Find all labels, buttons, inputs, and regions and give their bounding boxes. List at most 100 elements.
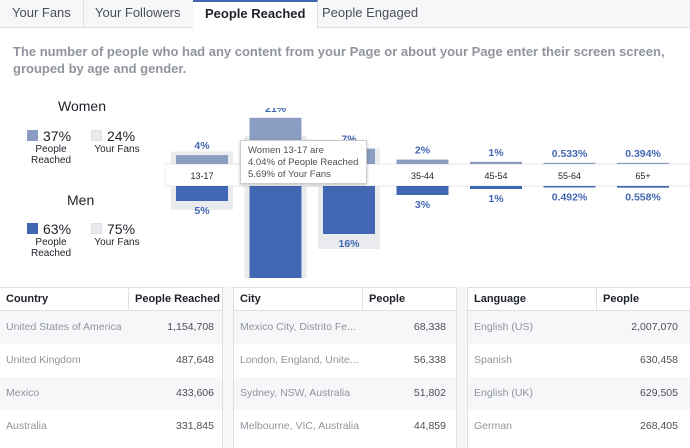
men-reached-bar bbox=[543, 186, 596, 188]
women-fans-swatch bbox=[91, 130, 102, 141]
men-fans-legend: 75% Your Fans bbox=[91, 221, 151, 261]
city-table: City People Reached Mexico City, Distrit… bbox=[234, 287, 458, 448]
men-reached-bar bbox=[176, 186, 228, 201]
table-separator bbox=[222, 287, 234, 448]
men-fans-label: Your Fans bbox=[94, 237, 140, 248]
city-value: 56,338 bbox=[413, 354, 446, 366]
men-fans-swatch bbox=[91, 223, 102, 234]
country-name: Mexico bbox=[6, 387, 40, 399]
table-row[interactable]: English (UK) 629,505 bbox=[468, 377, 690, 410]
table-row[interactable]: Australia 331,845 bbox=[0, 410, 228, 443]
men-reached-label: 0.558% bbox=[625, 192, 661, 204]
women-reached-label: 21% bbox=[265, 108, 287, 115]
men-reached-label: 0.492% bbox=[552, 191, 588, 203]
age-tick-label: 65+ bbox=[635, 171, 650, 181]
women-reached-legend: 37% People Reached bbox=[27, 128, 87, 168]
women-reached-bar bbox=[470, 161, 522, 164]
table-row[interactable]: English (US) 2,007,070 bbox=[468, 311, 690, 344]
city-column-header[interactable]: City bbox=[240, 293, 261, 305]
tab-your-fans[interactable]: Your Fans bbox=[0, 0, 84, 28]
section-description: The number of people who had any content… bbox=[13, 44, 665, 76]
men-reached-label: 16% bbox=[338, 238, 360, 250]
table-separator bbox=[456, 287, 468, 448]
tooltip-line-1: Women 13-17 are bbox=[248, 145, 324, 156]
women-reached-pct: 37% bbox=[43, 128, 72, 144]
language-name: English (UK) bbox=[474, 387, 533, 399]
men-reached-bar bbox=[249, 186, 302, 278]
men-reached-label: 5% bbox=[194, 205, 210, 217]
table-row[interactable]: Sydney, NSW, Australia 51,802 bbox=[234, 377, 458, 410]
age-tick-label: 35-44 bbox=[411, 171, 434, 181]
language-name: English (US) bbox=[474, 321, 533, 333]
men-title: Men bbox=[67, 192, 95, 208]
city-table-header: City People Reached bbox=[234, 287, 458, 328]
country-value: 1,154,708 bbox=[167, 321, 214, 333]
women-reached-label: 0.533% bbox=[552, 148, 588, 160]
city-value: 68,338 bbox=[413, 321, 446, 333]
language-name: German bbox=[474, 420, 512, 432]
tooltip-line-3: 5.69% of Your Fans bbox=[248, 169, 331, 180]
country-reached-column-header[interactable]: People Reached bbox=[128, 288, 228, 311]
language-value: 268,405 bbox=[640, 420, 678, 432]
language-table: Language People Reached English (US) 2,0… bbox=[468, 287, 690, 448]
country-value: 487,648 bbox=[176, 354, 214, 366]
age-gender-chart: 4%5%13-1721%36%18-247%16%25-342%3%35-441… bbox=[165, 108, 690, 278]
city-value: 51,802 bbox=[413, 387, 446, 399]
men-reached-label: People Reached bbox=[30, 237, 72, 259]
table-row[interactable]: Melbourne, VIC, Australia 44,859 bbox=[234, 410, 458, 443]
age-tick-label: 45-54 bbox=[484, 171, 507, 181]
tab-people-reached[interactable]: People Reached bbox=[193, 0, 319, 29]
language-value: 629,505 bbox=[640, 387, 678, 399]
city-reached-column-header[interactable]: People Reached bbox=[362, 288, 458, 328]
city-value: 44,859 bbox=[413, 420, 446, 432]
men-reached-pct: 63% bbox=[43, 221, 72, 237]
men-reached-label: 1% bbox=[488, 193, 504, 205]
language-column-header[interactable]: Language bbox=[474, 293, 526, 305]
city-name: Sydney, NSW, Australia bbox=[240, 387, 351, 399]
men-reached-bar bbox=[323, 186, 375, 234]
country-name: United Kingdom bbox=[6, 354, 81, 366]
country-table-header: Country People Reached bbox=[0, 287, 228, 311]
table-row[interactable]: German 268,405 bbox=[468, 410, 690, 443]
women-fans-pct: 24% bbox=[107, 128, 136, 144]
women-title: Women bbox=[58, 98, 106, 114]
men-reached-legend: 63% People Reached bbox=[27, 221, 87, 261]
men-reached-swatch bbox=[27, 223, 38, 234]
language-reached-column-header[interactable]: People Reached bbox=[596, 288, 690, 328]
women-reached-label: People Reached bbox=[30, 144, 72, 166]
tab-people-engaged[interactable]: People Engaged bbox=[322, 5, 419, 20]
table-row[interactable]: United States of America 1,154,708 bbox=[0, 311, 228, 344]
men-reached-bar bbox=[396, 186, 449, 195]
table-row[interactable]: Mexico 433,606 bbox=[0, 377, 228, 410]
men-reached-bar bbox=[617, 186, 669, 188]
country-name: United States of America bbox=[6, 321, 122, 333]
women-reached-label: 0.394% bbox=[625, 148, 661, 160]
country-column-header[interactable]: Country bbox=[6, 293, 49, 305]
tab-your-followers[interactable]: Your Followers bbox=[83, 0, 194, 28]
language-name: Spanish bbox=[474, 354, 512, 366]
women-reached-label: 2% bbox=[415, 145, 431, 157]
age-tick-label: 13-17 bbox=[190, 171, 213, 181]
women-reached-bar bbox=[543, 162, 596, 164]
table-row[interactable]: Mexico City, Distrito Fe... 68,338 bbox=[234, 311, 458, 344]
women-fans-legend: 24% Your Fans bbox=[91, 128, 151, 168]
tab-bar: Your Fans Your Followers People Reached … bbox=[0, 0, 690, 29]
men-reached-bar bbox=[470, 186, 522, 189]
men-reached-label: 3% bbox=[415, 199, 431, 211]
country-table: Country People Reached United States of … bbox=[0, 287, 228, 448]
country-name: Australia bbox=[6, 420, 47, 432]
table-row[interactable]: Spanish 630,458 bbox=[468, 344, 690, 377]
men-fans-pct: 75% bbox=[107, 221, 136, 237]
women-reached-bar bbox=[396, 159, 449, 164]
table-row[interactable]: United Kingdom 487,648 bbox=[0, 344, 228, 377]
women-reached-label: 4% bbox=[194, 140, 210, 152]
table-row[interactable]: London, England, Unite... 56,338 bbox=[234, 344, 458, 377]
women-reached-label: 1% bbox=[488, 147, 504, 159]
age-tick-label: 55-64 bbox=[558, 171, 581, 181]
women-fans-label: Your Fans bbox=[94, 144, 140, 155]
chart-tooltip: Women 13-17 are 4.04% of People Reached … bbox=[240, 140, 367, 184]
country-value: 331,845 bbox=[176, 420, 214, 432]
city-name: London, England, Unite... bbox=[240, 354, 359, 366]
language-value: 2,007,070 bbox=[631, 321, 678, 333]
city-name: Melbourne, VIC, Australia bbox=[240, 420, 360, 432]
